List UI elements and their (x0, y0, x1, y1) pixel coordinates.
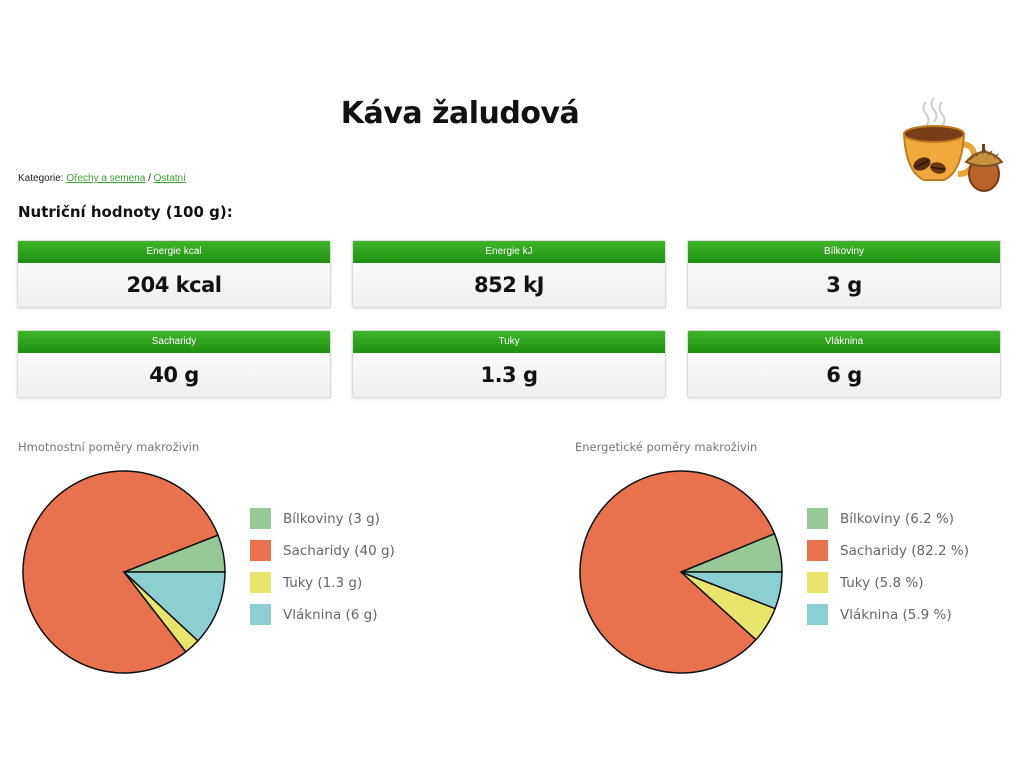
pie-chart-svg (22, 470, 226, 674)
legend-label: Sacharidy (82.2 %) (840, 542, 969, 559)
card-label: Energie kcal (18, 241, 330, 263)
pie-slice-vlaknina (122, 571, 226, 642)
legend-item-vlaknina: Vláknina (5.9 %) (807, 604, 969, 625)
nutrition-cards: Energie kcal 204 kcal Energie kJ 852 kJ … (17, 240, 1002, 398)
pie-slice-sacharidy (22, 470, 219, 674)
legend-item-bilkoviny: Bílkoviny (6.2 %) (807, 508, 969, 529)
card-vlaknina: Vláknina 6 g (687, 330, 1001, 398)
coffee-cup-acorn-image (896, 94, 1008, 198)
chart-title: Energetické poměry makroživin (575, 440, 758, 454)
legend-swatch (807, 508, 828, 529)
legend-label: Bílkoviny (6.2 %) (840, 510, 955, 527)
legend-item-tuky: Tuky (5.8 %) (807, 572, 969, 593)
card-energie-kcal: Energie kcal 204 kcal (17, 240, 331, 308)
legend-swatch (250, 604, 271, 625)
card-value: 1.3 g (480, 363, 538, 387)
chart-title: Hmotnostní poměry makroživin (18, 440, 200, 454)
legend-label: Vláknina (5.9 %) (840, 606, 952, 623)
chart-legend: Bílkoviny (6.2 %) Sacharidy (82.2 %) Tuk… (807, 508, 969, 636)
legend-swatch (250, 572, 271, 593)
card-value: 6 g (826, 363, 862, 387)
card-tuky: Tuky 1.3 g (352, 330, 666, 398)
card-value: 40 g (149, 363, 199, 387)
nutrition-heading: Nutriční hodnoty (100 g): (18, 203, 233, 221)
legend-item-sacharidy: Sacharidy (40 g) (250, 540, 395, 561)
page-title: Káva žaludová (340, 96, 580, 131)
pie-slice-sacharidy (579, 470, 776, 674)
card-value: 204 kcal (126, 273, 222, 297)
legend-label: Sacharidy (40 g) (283, 542, 395, 559)
card-value: 3 g (826, 273, 862, 297)
card-sacharidy: Sacharidy 40 g (17, 330, 331, 398)
card-label: Tuky (353, 331, 665, 353)
energy-ratio-chart: Energetické poměry makroživin Bílkoviny … (575, 440, 1015, 690)
pie-slice-vlaknina (680, 571, 783, 610)
legend-swatch (250, 540, 271, 561)
legend-label: Vláknina (6 g) (283, 606, 378, 623)
card-bilkoviny: Bílkoviny 3 g (687, 240, 1001, 308)
legend-swatch (807, 604, 828, 625)
card-value: 852 kJ (474, 273, 544, 297)
breadcrumb-separator: / (148, 173, 151, 184)
breadcrumb-prefix: Kategorie: (18, 173, 64, 184)
legend-label: Tuky (1.3 g) (283, 574, 363, 591)
legend-item-sacharidy: Sacharidy (82.2 %) (807, 540, 969, 561)
legend-item-vlaknina: Vláknina (6 g) (250, 604, 395, 625)
legend-label: Bílkoviny (3 g) (283, 510, 380, 527)
card-label: Vláknina (688, 331, 1000, 353)
category-link-orechy-a-semena[interactable]: Ořechy a semena (66, 173, 146, 184)
card-label: Bílkoviny (688, 241, 1000, 263)
legend-swatch (807, 540, 828, 561)
breadcrumb: Kategorie: Ořechy a semena / Ostatní (18, 173, 186, 184)
category-link-ostatni[interactable]: Ostatní (153, 173, 186, 184)
legend-label: Tuky (5.8 %) (840, 574, 924, 591)
legend-swatch (807, 572, 828, 593)
card-energie-kj: Energie kJ 852 kJ (352, 240, 666, 308)
card-label: Sacharidy (18, 331, 330, 353)
legend-item-bilkoviny: Bílkoviny (3 g) (250, 508, 395, 529)
card-label: Energie kJ (353, 241, 665, 263)
pie-chart-svg (579, 470, 783, 674)
legend-swatch (250, 508, 271, 529)
chart-legend: Bílkoviny (3 g) Sacharidy (40 g) Tuky (1… (250, 508, 395, 636)
legend-item-tuky: Tuky (1.3 g) (250, 572, 395, 593)
mass-ratio-chart: Hmotnostní poměry makroživin Bílkoviny (… (18, 440, 458, 690)
